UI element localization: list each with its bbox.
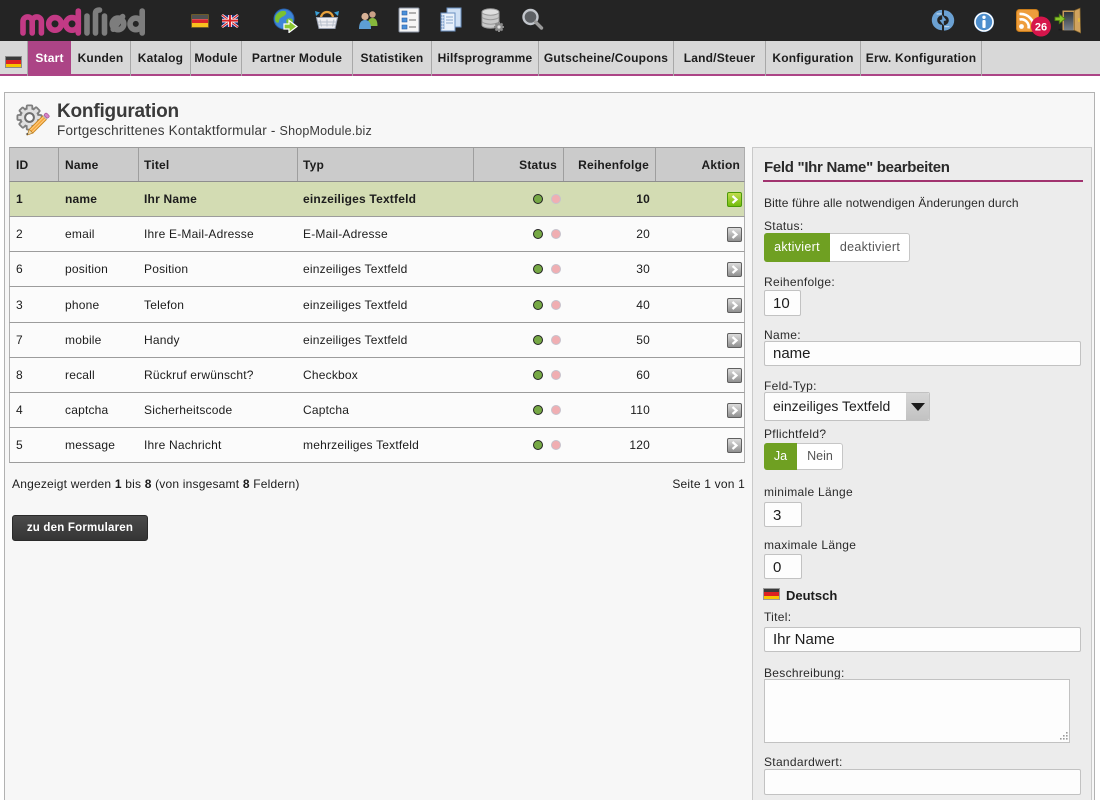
svg-text:26: 26 (1035, 22, 1047, 34)
